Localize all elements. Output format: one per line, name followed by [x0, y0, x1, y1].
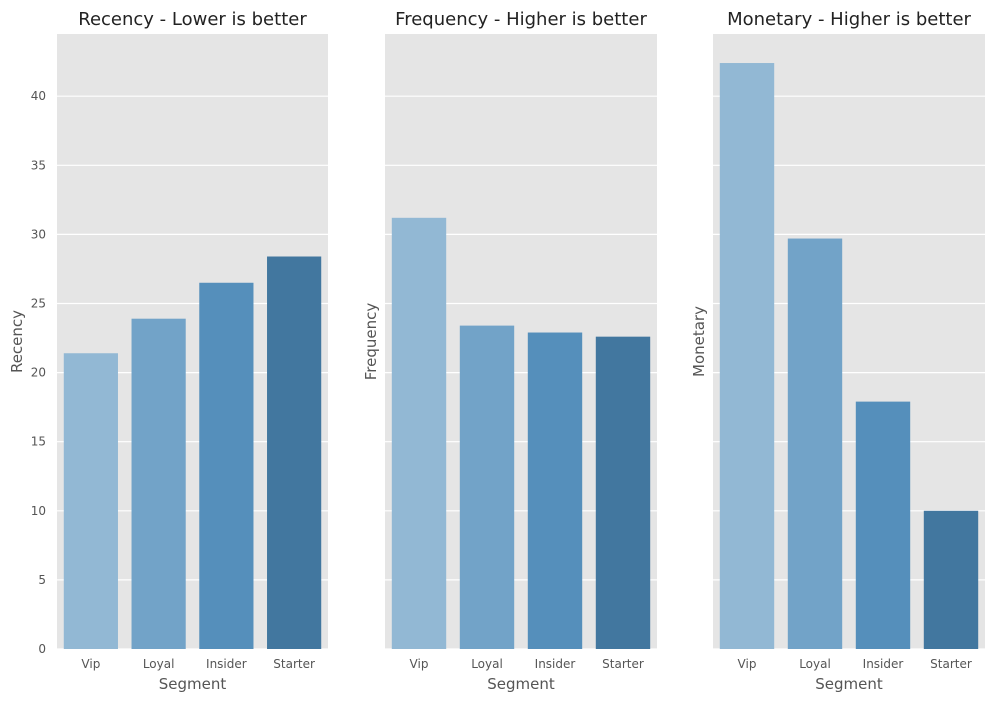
chart-panel-3: Vip Loyal Insider Starter Segment Monetary Mon… [690, 9, 985, 693]
bar-insider [199, 282, 254, 649]
bar-loyal [131, 318, 186, 649]
x-axis-title: Segment [815, 675, 883, 693]
chart-title: Recency - Lower is better [78, 9, 307, 30]
y-tick-label: 10 [31, 504, 46, 518]
x-tick-label: Starter [930, 657, 972, 671]
y-tick-label: 25 [31, 296, 46, 310]
bar-starter [923, 510, 979, 649]
y-tick-label: 5 [38, 573, 46, 587]
bar-vip [63, 353, 118, 649]
x-tick-label: Loyal [799, 657, 831, 671]
bar-vip [719, 63, 775, 650]
bar-starter [267, 256, 322, 649]
x-tick-label: Insider [535, 657, 576, 671]
y-tick-label: 20 [31, 366, 46, 380]
chart-panels: 0 5 10 15 20 25 30 35 40 Vip Loyal Insider Starter Se… [8, 9, 985, 693]
bar-loyal [787, 238, 843, 650]
x-tick-label: Vip [410, 657, 429, 671]
x-tick-label: Starter [273, 657, 315, 671]
chart-panel-1: 0 5 10 15 20 25 30 35 40 Vip Loyal Insider Starter Se… [8, 9, 328, 693]
x-tick-label: Loyal [471, 657, 503, 671]
x-tick-label: Insider [206, 657, 247, 671]
bar-insider [527, 332, 583, 649]
y-axis-title: Recency [8, 310, 26, 373]
x-tick-label: Vip [81, 657, 100, 671]
chart-panel-2: Vip Loyal Insider Starter Segment Frequency Fr… [362, 9, 657, 693]
y-tick-label: 40 [31, 89, 46, 103]
x-tick-label: Starter [602, 657, 644, 671]
y-axis-title: Frequency [362, 303, 380, 381]
y-tick-label: 30 [31, 227, 46, 241]
x-axis-title: Segment [159, 675, 227, 693]
y-tick-label: 15 [31, 435, 46, 449]
x-tick-label: Vip [738, 657, 757, 671]
bar-starter [595, 336, 651, 649]
y-tick-label: 35 [31, 158, 46, 172]
y-tick-label: 0 [38, 642, 46, 656]
chart-title: Frequency - Higher is better [395, 9, 647, 30]
bar-vip [391, 217, 447, 649]
bar-loyal [459, 325, 515, 649]
x-tick-label: Loyal [143, 657, 175, 671]
y-axis-title: Monetary [690, 306, 708, 377]
bar-insider [855, 401, 911, 649]
x-tick-label: Insider [863, 657, 904, 671]
x-axis-title: Segment [487, 675, 555, 693]
chart-title: Monetary - Higher is better [727, 9, 971, 30]
